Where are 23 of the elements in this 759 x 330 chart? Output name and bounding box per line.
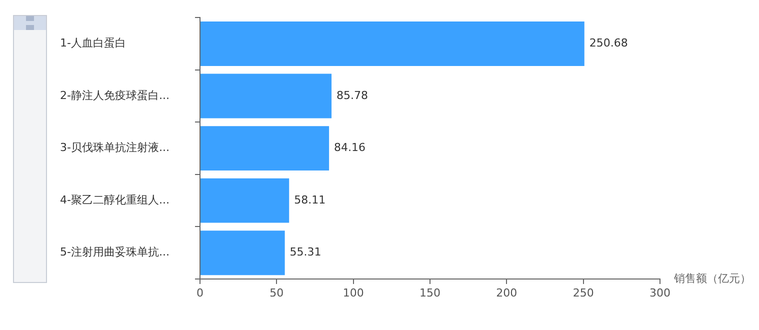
x-tick-label: 200 bbox=[496, 286, 518, 300]
x-tick-label: 250 bbox=[572, 286, 594, 300]
y-tick-label: 5-注射用曲妥珠单抗... bbox=[60, 246, 170, 259]
x-tick-label: 300 bbox=[650, 286, 670, 300]
x-tick-label: 100 bbox=[342, 286, 364, 300]
x-tick-label: 0 bbox=[196, 286, 204, 300]
data-label: 58.11 bbox=[294, 193, 326, 206]
data-label: 85.78 bbox=[336, 88, 368, 102]
y-tick-label: 1-人血白蛋白 bbox=[60, 36, 126, 50]
data-label: 84.16 bbox=[334, 141, 366, 154]
bar bbox=[200, 178, 290, 223]
y-tick-label: 3-贝伐珠单抗注射液... bbox=[60, 141, 170, 154]
y-tick-label: 4-聚乙二醇化重组人... bbox=[60, 193, 170, 206]
data-label: 55.31 bbox=[290, 246, 322, 259]
x-tick-label: 50 bbox=[270, 286, 284, 300]
bar bbox=[200, 74, 332, 118]
x-tick-label: 150 bbox=[420, 286, 440, 300]
bar bbox=[200, 22, 584, 66]
data-label: 250.68 bbox=[589, 36, 628, 50]
bar bbox=[200, 230, 285, 276]
y-tick-label: 2-静注人免疫球蛋白... bbox=[60, 88, 170, 102]
bar bbox=[200, 126, 330, 171]
x-axis-title: 销售额（亿元） bbox=[673, 272, 751, 285]
